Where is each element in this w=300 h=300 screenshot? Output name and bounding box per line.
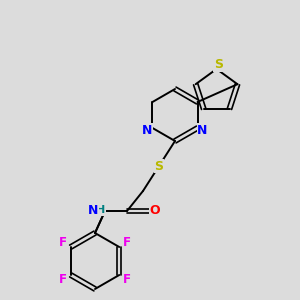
Text: N: N xyxy=(88,205,98,218)
Text: F: F xyxy=(123,236,131,249)
Text: N: N xyxy=(197,124,208,136)
Text: F: F xyxy=(59,236,67,249)
Text: H: H xyxy=(96,205,106,215)
Text: N: N xyxy=(142,124,153,136)
Text: O: O xyxy=(150,205,160,218)
Text: S: S xyxy=(154,160,164,172)
Text: F: F xyxy=(59,273,67,286)
Text: F: F xyxy=(123,273,131,286)
Text: S: S xyxy=(214,58,223,71)
